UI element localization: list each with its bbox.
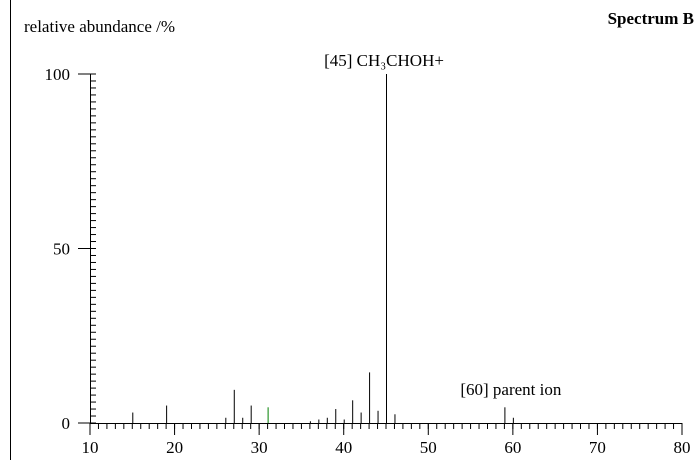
y-tick-label: 100 bbox=[45, 65, 71, 84]
x-tick-label: 10 bbox=[82, 438, 99, 457]
x-tick-label: 80 bbox=[674, 438, 691, 457]
y-tick-label: 50 bbox=[53, 240, 70, 259]
y-tick-label: 0 bbox=[62, 414, 71, 433]
x-tick-label: 40 bbox=[335, 438, 352, 457]
annotation: [60] parent ion bbox=[460, 380, 562, 399]
x-tick-label: 50 bbox=[420, 438, 437, 457]
annotation: [45] CH₃CHOH+ bbox=[324, 51, 444, 70]
x-tick-label: 30 bbox=[251, 438, 268, 457]
x-tick-label: 60 bbox=[504, 438, 521, 457]
x-tick-label: 70 bbox=[589, 438, 606, 457]
chart-title: Spectrum B bbox=[608, 9, 694, 28]
y-axis-label: relative abundance /% bbox=[24, 17, 175, 36]
x-tick-label: 20 bbox=[166, 438, 183, 457]
